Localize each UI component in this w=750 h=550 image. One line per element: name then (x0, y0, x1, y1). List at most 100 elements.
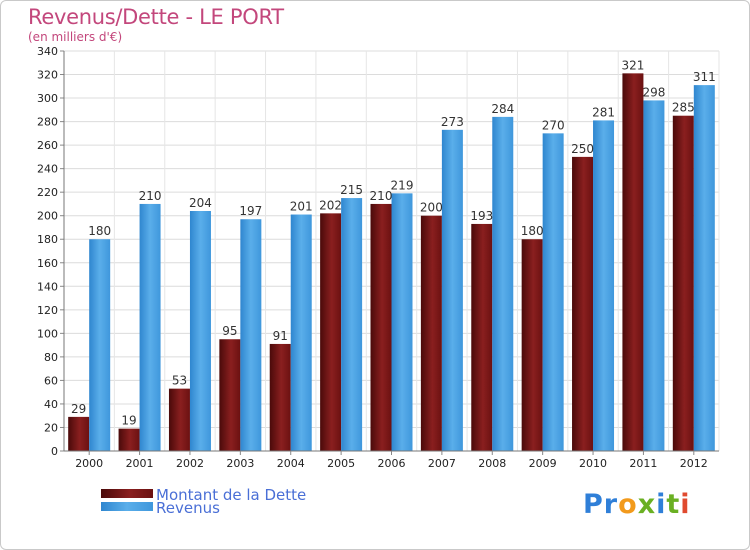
bar-dette (219, 339, 241, 451)
x-tick-label: 2006 (378, 457, 406, 470)
bar-dette (672, 115, 694, 452)
bar-dette (118, 428, 140, 451)
data-label-revenus: 197 (239, 204, 262, 218)
logo-letter: x (637, 489, 657, 520)
bar-revenus (441, 129, 463, 451)
y-tick-label: 260 (37, 139, 58, 152)
bar-dette (370, 203, 392, 451)
bars (68, 73, 715, 452)
y-tick-label: 20 (44, 421, 58, 434)
x-tick-label: 2002 (176, 457, 204, 470)
x-tick-label: 2003 (226, 457, 254, 470)
data-label-revenus: 215 (340, 183, 363, 197)
bar-revenus (139, 203, 161, 451)
y-tick-label: 220 (37, 186, 58, 199)
y-tick-label: 100 (37, 327, 58, 340)
y-tick-label: 340 (37, 45, 58, 58)
x-tick-label: 2012 (680, 457, 708, 470)
data-label-dette: 321 (621, 58, 644, 72)
data-label-dette: 250 (571, 142, 594, 156)
x-tick-label: 2000 (75, 457, 103, 470)
bar-dette (622, 73, 644, 452)
data-label-revenus: 270 (542, 118, 565, 132)
bar-revenus (643, 100, 665, 451)
y-tick-label: 180 (37, 233, 58, 246)
data-label-revenus: 273 (441, 115, 464, 129)
x-tick-label: 2001 (126, 457, 154, 470)
x-tick-label: 2007 (428, 457, 456, 470)
y-tick-label: 140 (37, 280, 58, 293)
y-tick-label: 320 (37, 69, 58, 82)
data-label-revenus: 281 (592, 105, 615, 119)
data-label-dette: 91 (273, 329, 288, 343)
bar-dette (269, 343, 291, 451)
data-label-revenus: 311 (693, 70, 716, 84)
data-label-dette: 29 (71, 402, 86, 416)
bar-revenus (189, 211, 211, 451)
data-label-revenus: 201 (290, 200, 313, 214)
bar-dette (68, 416, 90, 451)
y-tick-label: 120 (37, 304, 58, 317)
bar-dette (320, 213, 342, 451)
y-tick-label: 200 (37, 210, 58, 223)
bar-revenus (240, 219, 262, 451)
data-label-revenus: 180 (88, 224, 111, 238)
data-label-dette: 180 (521, 224, 544, 238)
data-label-revenus: 298 (642, 85, 665, 99)
y-tick-label: 160 (37, 257, 58, 270)
bar-revenus (341, 198, 363, 451)
legend-label-revenus: Revenus (156, 499, 220, 517)
data-label-dette: 19 (121, 414, 136, 428)
data-label-dette: 210 (370, 189, 393, 203)
data-label-revenus: 284 (491, 102, 514, 116)
bar-dette (572, 156, 594, 451)
legend-swatch-dette (101, 489, 153, 498)
chart-title: Revenus/Dette - LE PORT (28, 5, 284, 29)
y-tick-label: 60 (44, 374, 58, 387)
logo-letter: i (656, 489, 667, 520)
data-label-dette: 202 (319, 198, 342, 212)
data-label-dette: 200 (420, 201, 443, 215)
bar-dette (168, 388, 190, 451)
logo-letter: P (583, 489, 604, 520)
data-label-dette: 285 (672, 101, 695, 115)
bar-revenus (492, 116, 514, 451)
data-label-revenus: 204 (189, 196, 212, 210)
data-label-revenus: 210 (139, 189, 162, 203)
bar-dette (471, 223, 493, 451)
bar-dette (521, 239, 543, 451)
y-tick-label: 80 (44, 351, 58, 364)
axes: 0 20 40 60 80 100 120 140 160 180 200 220 240 260 280 3… (37, 45, 719, 470)
x-tick-label: 2005 (327, 457, 355, 470)
logo-letter: i (680, 489, 691, 520)
bar-revenus (391, 193, 413, 451)
bar-revenus (290, 214, 312, 451)
data-label-dette: 53 (172, 374, 187, 388)
logo-letter: o (618, 489, 638, 520)
proxiti-logo: Proxiti (583, 489, 691, 520)
logo-letter: t (666, 489, 681, 520)
bar-revenus (542, 133, 564, 451)
chart-subtitle: (en milliers d'€) (28, 30, 123, 44)
x-tick-label: 2010 (579, 457, 607, 470)
y-tick-label: 40 (44, 398, 58, 411)
y-tick-label: 0 (51, 445, 58, 458)
y-tick-label: 280 (37, 116, 58, 129)
bar-revenus (89, 239, 111, 451)
y-tick-label: 300 (37, 92, 58, 105)
legend-swatch-revenus (101, 502, 153, 511)
x-tick-label: 2008 (478, 457, 506, 470)
data-label-dette: 95 (222, 324, 237, 338)
x-tick-label: 2004 (277, 457, 305, 470)
data-label-revenus: 219 (391, 178, 414, 192)
y-tick-label: 240 (37, 163, 58, 176)
bar-dette (420, 215, 442, 451)
legend-label-dette: Montant de la Dette (156, 486, 306, 504)
data-label-dette: 193 (470, 209, 493, 223)
x-tick-label: 2011 (629, 457, 657, 470)
logo-letter: r (603, 489, 619, 520)
